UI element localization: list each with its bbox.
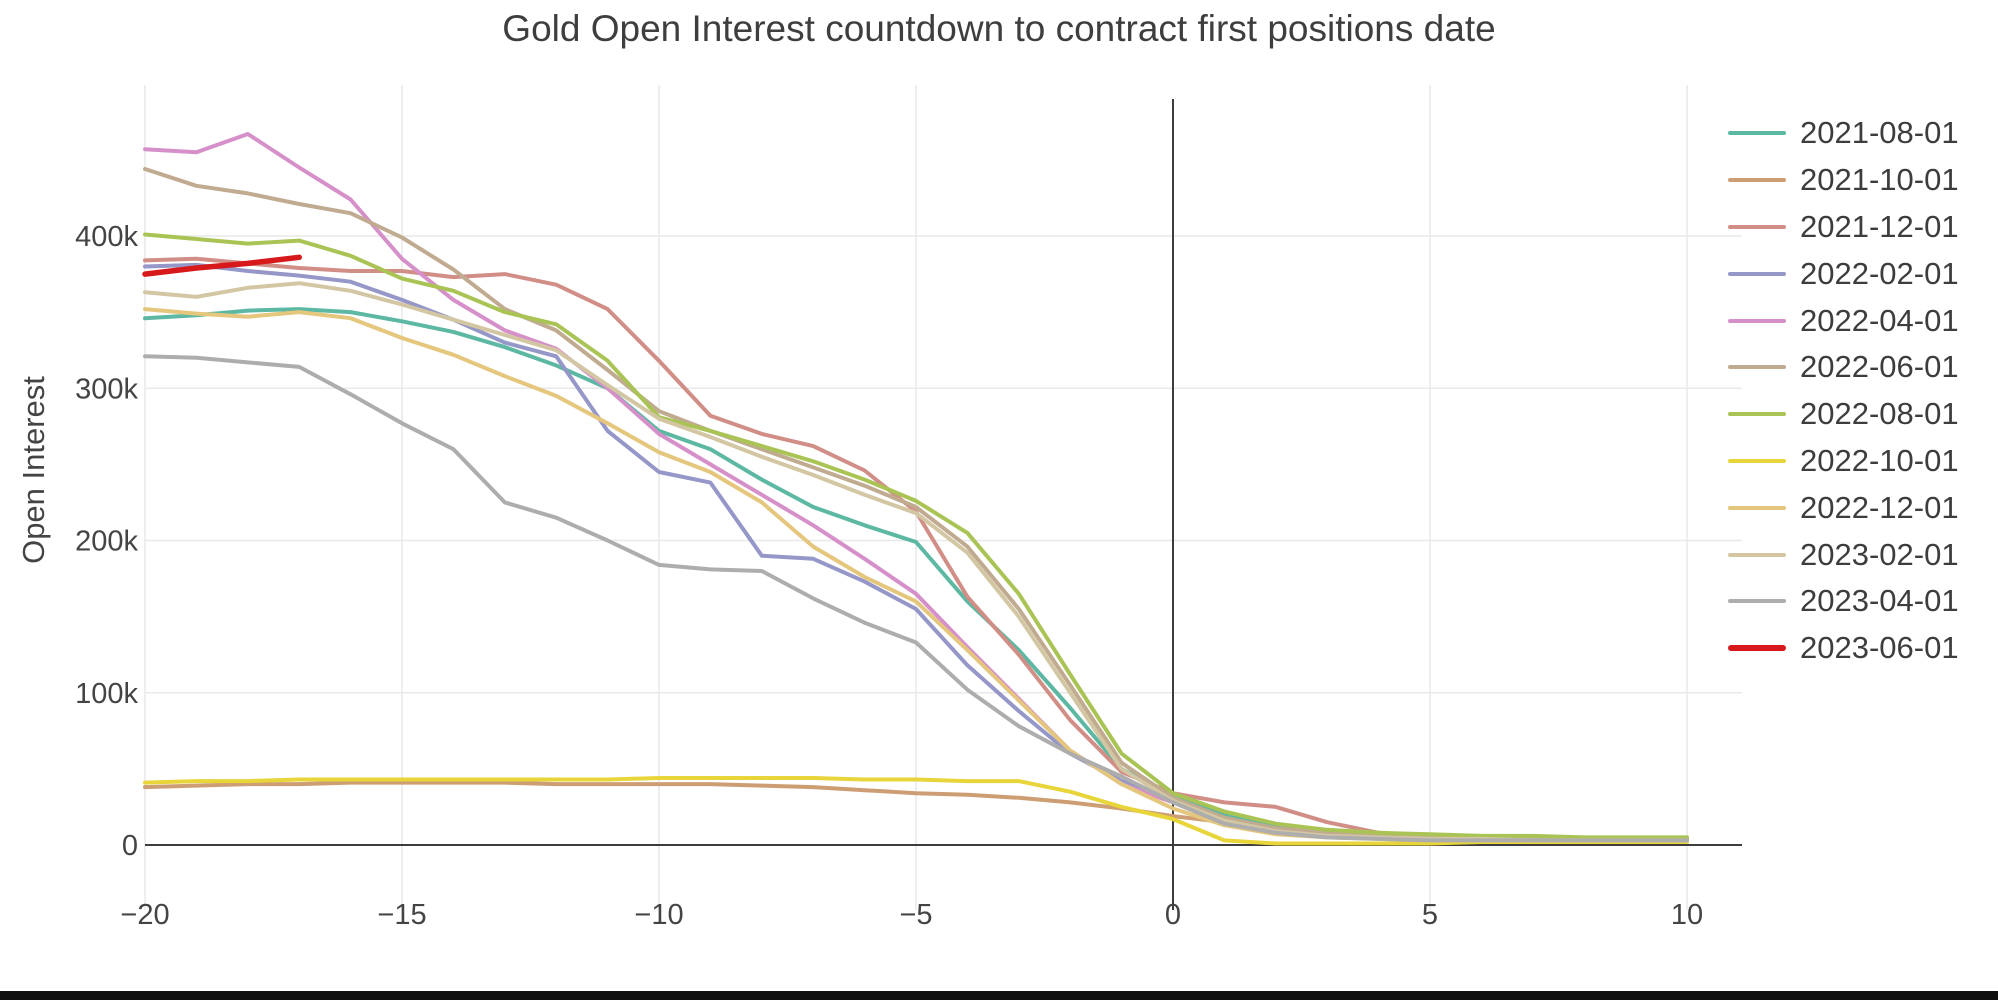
legend-item-2022-10-01[interactable]: 2022-10-01 [1728, 438, 1988, 485]
x-tick-label-5: 5 [1422, 899, 1438, 931]
y-tick-label-200k: 200k [75, 526, 138, 558]
y-axis-title: Open Interest [16, 376, 51, 564]
y-tick-label-300k: 300k [75, 373, 138, 405]
series-line-2022-10-01 [143, 776, 1689, 846]
legend-label: 2021-12-01 [1800, 208, 1959, 244]
legend-label: 2022-10-01 [1800, 442, 1959, 478]
legend-line-swatch [1728, 645, 1786, 651]
legend-item-2023-04-01[interactable]: 2023-04-01 [1728, 578, 1988, 625]
legend-item-2021-10-01[interactable]: 2021-10-01 [1728, 157, 1988, 204]
x-tick-label-−5: −5 [899, 899, 932, 931]
legend-label: 2023-04-01 [1800, 583, 1959, 619]
legend-item-2023-06-01[interactable]: 2023-06-01 [1728, 625, 1988, 672]
legend-line-swatch [1728, 318, 1786, 323]
y-tick-label-400k: 400k [75, 221, 138, 253]
series-line-2022-08-01 [143, 232, 1689, 840]
legend-label: 2022-04-01 [1800, 302, 1959, 338]
legend-label: 2021-10-01 [1800, 162, 1959, 198]
legend-line-swatch [1728, 412, 1786, 417]
series-line-2023-04-01 [143, 354, 1689, 843]
legend-line-swatch [1728, 599, 1786, 604]
legend-item-2022-06-01[interactable]: 2022-06-01 [1728, 344, 1988, 391]
legend-item-2022-02-01[interactable]: 2022-02-01 [1728, 250, 1988, 297]
x-tick-label-−20: −20 [120, 899, 169, 931]
x-tick-label-−10: −10 [634, 899, 683, 931]
legend-label: 2023-02-01 [1800, 536, 1959, 572]
legend-label: 2022-06-01 [1800, 349, 1959, 385]
bottom-divider [0, 991, 1998, 1000]
legend-label: 2022-08-01 [1800, 396, 1959, 432]
legend-label: 2022-12-01 [1800, 489, 1959, 525]
legend-label: 2023-06-01 [1800, 630, 1959, 666]
legend-item-2021-08-01[interactable]: 2021-08-01 [1728, 110, 1988, 157]
legend-line-swatch [1728, 505, 1786, 510]
x-tick-label-10: 10 [1671, 899, 1703, 931]
plot-area[interactable]: Open Interest −20 −15 −10 −5 0 5 10 0 100k 200k 30… [0, 0, 1998, 960]
legend-line-swatch [1728, 365, 1786, 370]
legend-line-swatch [1728, 178, 1786, 183]
legend-line-swatch [1728, 224, 1786, 229]
legend: 2021-08-01 2021-10-01 2021-12-01 2022-02-01… [1728, 110, 1988, 672]
legend-item-2022-08-01[interactable]: 2022-08-01 [1728, 391, 1988, 438]
legend-label: 2022-02-01 [1800, 255, 1959, 291]
legend-line-swatch [1728, 552, 1786, 557]
legend-item-2021-12-01[interactable]: 2021-12-01 [1728, 204, 1988, 251]
legend-item-2022-12-01[interactable]: 2022-12-01 [1728, 484, 1988, 531]
x-tick-label-0: 0 [1165, 899, 1181, 931]
series-line-2023-06-01 [142, 254, 302, 277]
chart-title: Gold Open Interest countdown to contract… [502, 8, 1496, 49]
legend-item-2023-02-01[interactable]: 2023-02-01 [1728, 531, 1988, 578]
legend-item-2022-04-01[interactable]: 2022-04-01 [1728, 297, 1988, 344]
legend-line-swatch [1728, 131, 1786, 136]
x-tick-label-−15: −15 [377, 899, 426, 931]
y-tick-label-100k: 100k [75, 678, 138, 710]
legend-line-swatch [1728, 458, 1786, 463]
legend-line-swatch [1728, 271, 1786, 276]
y-tick-label-0: 0 [122, 830, 138, 862]
legend-label: 2021-08-01 [1800, 115, 1959, 151]
